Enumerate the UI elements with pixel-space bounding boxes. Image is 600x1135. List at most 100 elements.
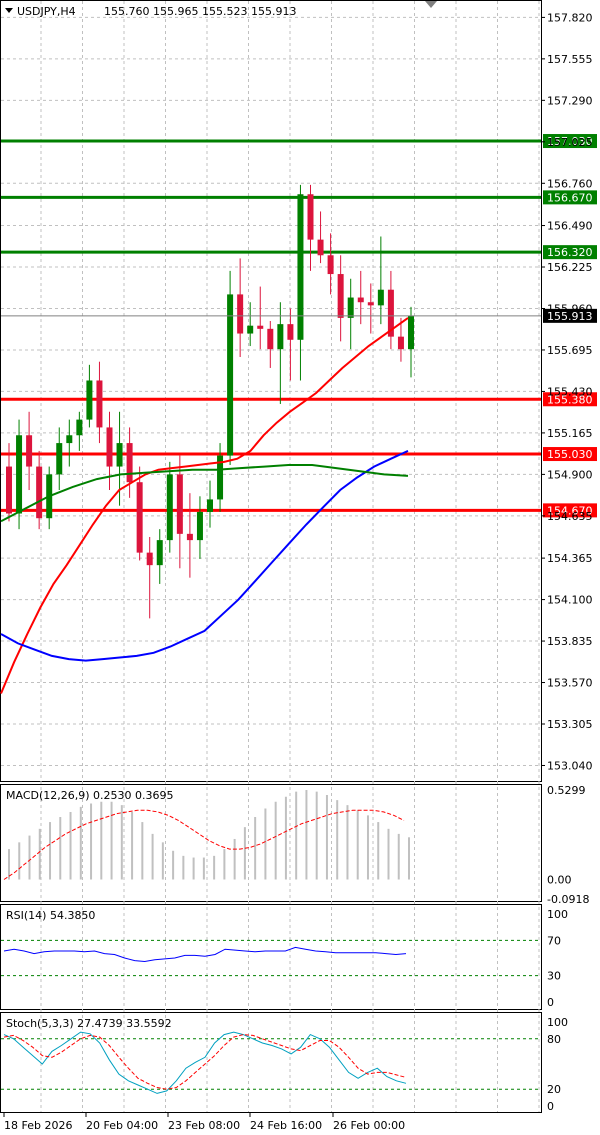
moving-averages (0, 317, 409, 694)
candlestick-series (6, 184, 414, 619)
rsi-panel: 100 70 30 0 (1, 908, 568, 1009)
ma-long-line (0, 464, 409, 523)
candle-body (347, 297, 354, 318)
candle-body (277, 324, 284, 350)
price-tick-label: 154.365 (547, 552, 593, 565)
level-tag-label: 157.030 (547, 135, 593, 148)
candle-body (357, 297, 364, 303)
macd-signal-line (3, 809, 405, 880)
candle-body (317, 239, 324, 256)
price-levels: 157.030 156.670 156.320 155.380 155.030 154.6… (1, 134, 597, 518)
candle-body (227, 294, 234, 456)
price-tick-label: 153.305 (547, 718, 593, 731)
price-tick-label: 156.490 (547, 220, 593, 233)
grid-lines (1, 1, 541, 1112)
shift-marker-icon[interactable] (425, 1, 437, 8)
price-tick-label: 157.555 (547, 53, 593, 66)
candle-body (307, 194, 314, 240)
candle-body (156, 540, 163, 566)
macd-title: MACD(12,26,9) 0.2530 0.3695 (6, 789, 174, 802)
stoch-tick-label: 100 (547, 1016, 568, 1029)
level-tag-support (543, 392, 597, 407)
stoch-signal-line (3, 1034, 407, 1090)
candle-body (136, 482, 143, 553)
candle-body (36, 466, 43, 519)
candle-body (207, 499, 213, 512)
candle-body (337, 274, 344, 318)
price-tick-label: 156.760 (547, 177, 593, 190)
candle-body (16, 435, 23, 514)
rsi-tick-label: 30 (547, 970, 561, 983)
price-tick-label: 154.900 (547, 468, 593, 481)
level-tag-label: 155.380 (547, 393, 593, 406)
chart-ohlc: 155.760 155.965 155.523 155.913 (104, 5, 296, 18)
candle-body (196, 511, 203, 541)
stochastic-panel: 100 80 20 0 (1, 1016, 568, 1113)
candle-body (86, 380, 93, 420)
ma-slow-line (0, 449, 409, 662)
time-axis: 18 Feb 2026 20 Feb 04:00 23 Feb 08:00 24 Fe… (3, 1112, 405, 1132)
time-tick-label: 23 Feb 08:00 (168, 1119, 240, 1132)
candle-body (297, 194, 304, 340)
level-tag-resistance (543, 134, 597, 149)
candle-body (6, 466, 12, 514)
candle-body (186, 533, 193, 541)
stoch-title: Stoch(5,3,3) 27.4739 33.5592 (6, 1017, 172, 1030)
price-tick-label: 157.025 (547, 136, 593, 149)
price-axis: 157.820 157.555 157.290 157.025 156.760 156.4… (1, 11, 597, 772)
price-tick-label: 155.695 (547, 344, 593, 357)
candle-body (126, 443, 133, 483)
candle-body (377, 289, 384, 306)
rsi-title: RSI(14) 54.3850 (6, 909, 95, 922)
candle-body (26, 435, 33, 467)
current-price-tag (543, 308, 597, 323)
level-tag-resistance (543, 190, 597, 205)
level-tag-label: 155.030 (547, 448, 593, 461)
candle-body (66, 435, 73, 444)
price-tick-label: 157.290 (547, 94, 593, 107)
candle-body (237, 294, 244, 334)
chart-symbol: USDJPY,H4 (17, 5, 76, 18)
price-tick-label: 154.635 (547, 510, 593, 523)
rsi-tick-label: 70 (547, 934, 561, 947)
price-tick-label: 156.225 (547, 261, 593, 274)
level-tag-resistance (543, 245, 597, 260)
candle-body (367, 302, 374, 306)
candle-body (166, 474, 173, 541)
candle-body (146, 552, 153, 566)
time-tick-label: 24 Feb 16:00 (250, 1119, 322, 1132)
macd-tick-label: -0.0918 (547, 893, 589, 906)
macd-tick-label: 0.5299 (547, 784, 586, 797)
price-tick-label: 153.040 (547, 759, 593, 772)
macd-panel: 0.5299 0.00 -0.0918 (3, 784, 589, 906)
price-tick-label: 153.570 (547, 677, 593, 690)
level-tag-label: 156.320 (547, 246, 593, 259)
ma-fast-line (0, 317, 409, 694)
macd-tick-label: 0.00 (547, 873, 572, 886)
panel-frames (0, 0, 542, 1113)
candle-body (96, 380, 103, 428)
time-tick-label: 18 Feb 2026 (4, 1119, 72, 1132)
current-price-label: 155.913 (547, 310, 593, 323)
candle-body (247, 325, 254, 334)
candle-body (327, 255, 334, 275)
candle-body (217, 455, 224, 500)
rsi-tick-label: 100 (547, 908, 568, 921)
candle-body (267, 328, 274, 350)
collapse-arrow-icon[interactable] (5, 8, 13, 13)
candle-body (397, 336, 404, 350)
candle-body (408, 315, 414, 350)
level-tag-label: 154.670 (547, 504, 593, 517)
price-tick-label: 154.100 (547, 594, 593, 607)
candle-body (257, 325, 264, 329)
level-tag-support (543, 503, 597, 518)
stoch-main-line (3, 1031, 407, 1094)
stoch-tick-label: 80 (547, 1033, 561, 1046)
stoch-tick-label: 0 (547, 1100, 554, 1113)
rsi-values-line (3, 946, 407, 963)
stoch-tick-label: 20 (547, 1083, 561, 1096)
candle-body (287, 324, 294, 340)
level-tag-support (543, 447, 597, 462)
candle-body (176, 474, 183, 534)
